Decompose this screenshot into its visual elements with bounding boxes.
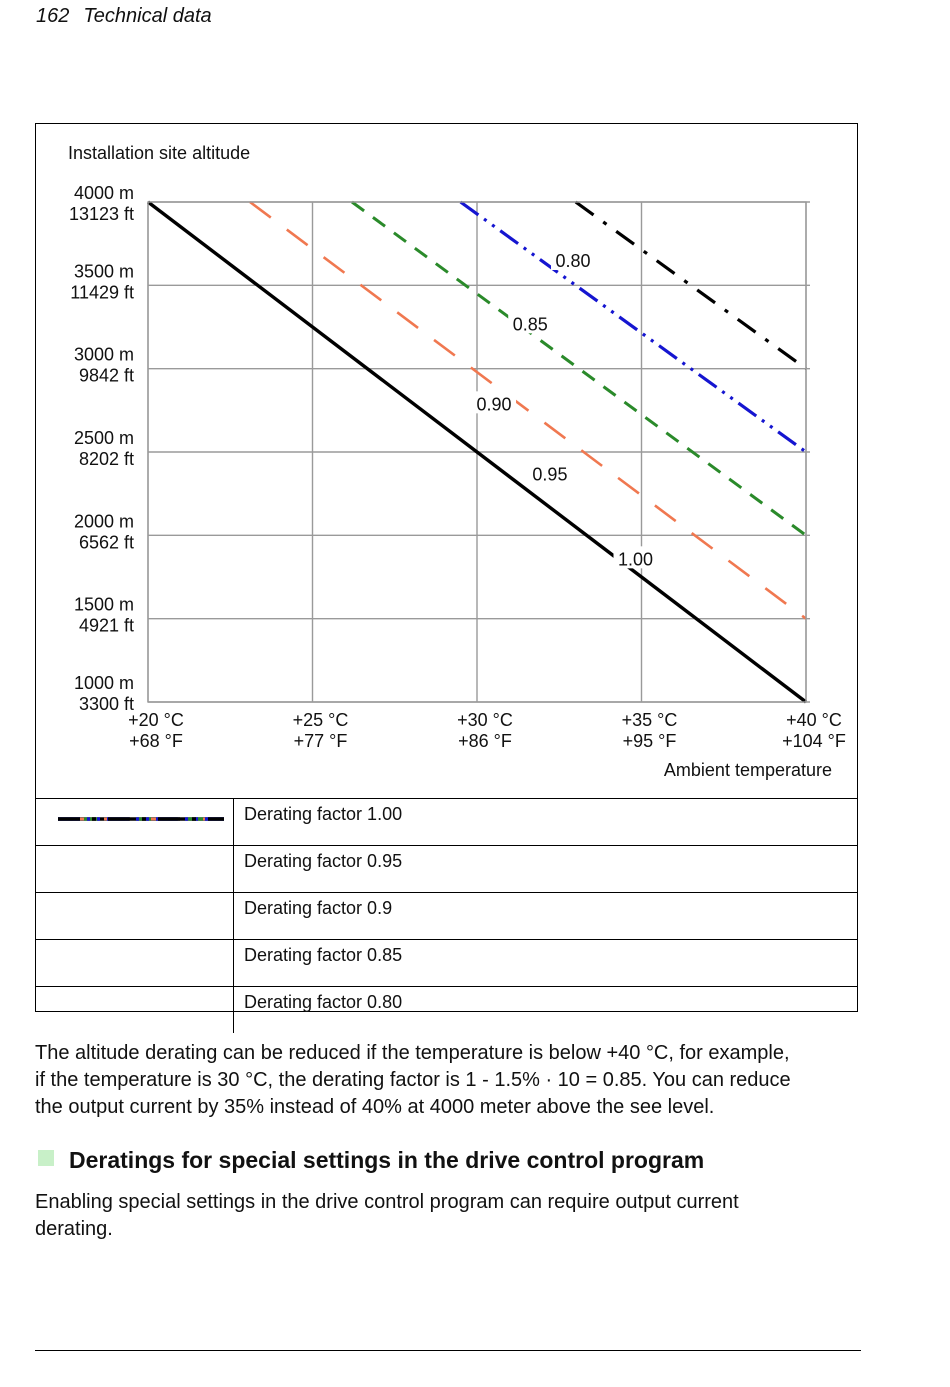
y-tick-label-meters: 3500 m (74, 261, 134, 281)
derating-line (351, 200, 807, 537)
legend-swatch (58, 816, 224, 821)
legend-swatch-cell (36, 816, 234, 1033)
legend-swatch (58, 816, 224, 821)
altitude-derating-chart: Installation site altitude Ambient temper… (68, 143, 846, 780)
curve-label: 0.85 (513, 314, 548, 334)
x-tick-label-celsius: +40 °C (786, 710, 842, 730)
legend-swatch-cell (36, 816, 234, 987)
page-number: 162 (36, 5, 70, 27)
legend-swatch-cell (36, 816, 234, 940)
derating-line (146, 200, 808, 704)
section-name: Technical data (83, 5, 212, 27)
section-body: Enabling special settings in the drive c… (35, 1189, 865, 1243)
x-tick-label-celsius: +30 °C (457, 710, 513, 730)
section-heading: Deratings for special settings in the dr… (38, 1147, 704, 1174)
x-tick-label-fahrenheit: +77 °F (294, 731, 348, 751)
curve-label: 1.00 (618, 549, 653, 569)
x-tick-label-fahrenheit: +68 °F (129, 731, 183, 751)
legend-label: Derating factor 1.00 (233, 798, 857, 846)
legend-label: Derating factor 0.80 (233, 986, 857, 1033)
curve-label-background (550, 248, 595, 270)
curve-label: 0.80 (555, 251, 590, 271)
y-tick-label-meters: 2000 m (74, 511, 134, 531)
legend-label: Derating factor 0.85 (233, 939, 857, 987)
legend-row: Derating factor 1.00 (36, 798, 857, 846)
y-tick-label-feet: 4921 ft (79, 616, 134, 636)
y-tick-label-meters: 1000 m (74, 673, 134, 693)
section-title: Deratings for special settings in the dr… (69, 1147, 705, 1173)
footer-rule (35, 1350, 861, 1351)
x-tick-label-celsius: +20 °C (128, 710, 184, 730)
x-tick-label-celsius: +35 °C (622, 710, 678, 730)
paragraph-line: The altitude derating can be reduced if … (35, 1042, 790, 1064)
x-axis-title: Ambient temperature (664, 760, 832, 780)
curve-label: 0.90 (477, 394, 512, 414)
legend-label: Derating factor 0.9 (233, 892, 857, 940)
legend-row: Derating factor 0.95 (36, 817, 857, 893)
derating-line (574, 200, 807, 370)
y-tick-label-feet: 13123 ft (69, 204, 134, 224)
curve-label-background (472, 391, 517, 414)
section-bullet (38, 1150, 54, 1166)
y-tick-label-feet: 6562 ft (79, 532, 134, 552)
y-tick-label-feet: 3300 ft (79, 694, 134, 714)
curve-label: 0.95 (532, 464, 567, 484)
y-tick-label-meters: 1500 m (74, 595, 134, 615)
y-tick-label-meters: 2500 m (74, 428, 134, 448)
paragraph-line: if the temperature is 30 °C, the deratin… (35, 1069, 791, 1091)
y-tick-label-meters: 4000 m (74, 183, 134, 203)
legend-row: Derating factor 0.85 (36, 816, 857, 987)
legend-swatch-cell (36, 817, 234, 893)
curve-label-background (613, 546, 658, 569)
derating-line (249, 200, 807, 620)
y-tick-label-feet: 8202 ft (79, 449, 134, 469)
legend-table: Derating factor 1.00 Derating factor 0.95… (36, 798, 857, 1033)
paragraph-line: derating. (35, 1218, 113, 1240)
page-header: 162 Technical data (36, 5, 212, 28)
x-tick-label-fahrenheit: +86 °F (458, 731, 512, 751)
y-tick-label-meters: 3000 m (74, 345, 134, 365)
y-axis-title: Installation site altitude (68, 143, 250, 163)
derating-line (459, 200, 807, 454)
derating-explanation: The altitude derating can be reduced if … (35, 1040, 865, 1121)
x-tick-label-celsius: +25 °C (293, 710, 349, 730)
y-tick-label-feet: 9842 ft (79, 366, 134, 386)
legend-row: Derating factor 0.80 (36, 816, 857, 1033)
curve-label-background (508, 311, 553, 334)
x-tick-label-fahrenheit: +104 °F (782, 731, 846, 751)
plot-area-border (147, 201, 807, 703)
curve-label-background (527, 461, 572, 484)
paragraph-line: Enabling special settings in the drive c… (35, 1191, 739, 1213)
paragraph-line: the output current by 35% instead of 40%… (35, 1096, 715, 1118)
legend-swatch-cell (36, 798, 234, 846)
legend-row: Derating factor 0.9 (36, 816, 857, 940)
y-tick-label-feet: 11429 ft (70, 282, 134, 302)
derating-figure: Installation site altitude Ambient temper… (35, 123, 858, 1033)
x-tick-label-fahrenheit: +95 °F (623, 731, 677, 751)
legend-label: Derating factor 0.95 (233, 845, 857, 893)
